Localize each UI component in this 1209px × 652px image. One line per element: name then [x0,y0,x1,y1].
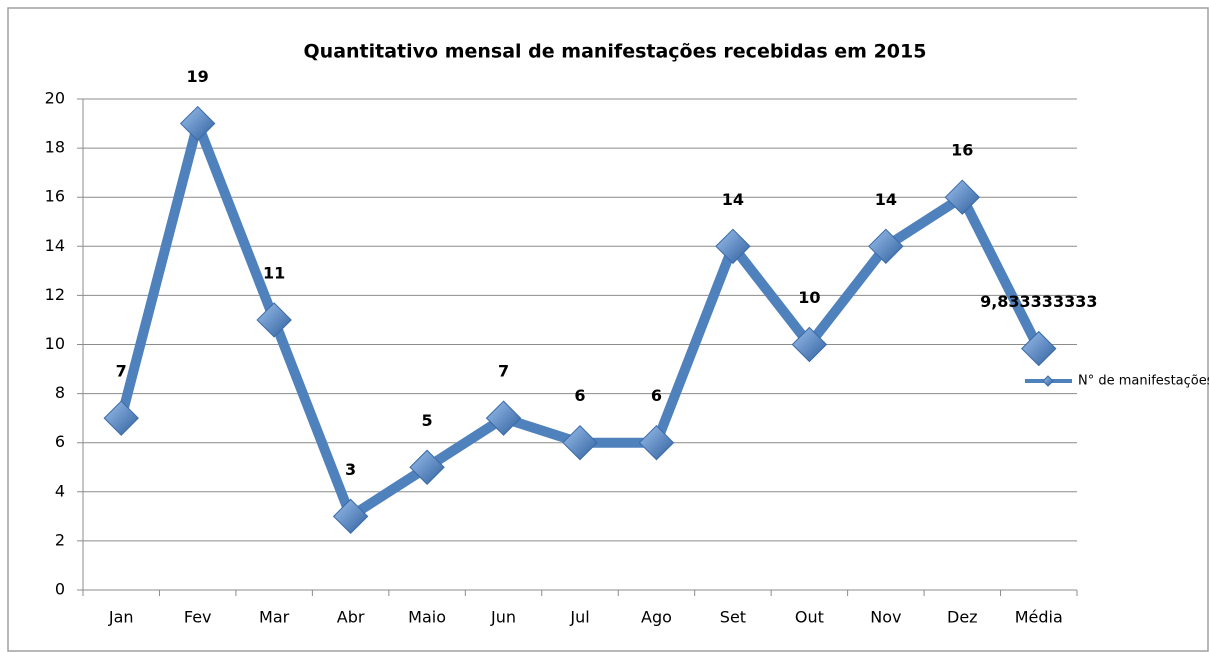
x-tick-label: Abr [337,608,365,627]
data-label: 7 [498,362,509,381]
y-tick-label: 6 [55,432,65,451]
x-tick-label: Fev [184,608,212,627]
chart-title: Quantitativo mensal de manifestações rec… [304,41,927,63]
data-label: 16 [951,141,973,160]
y-tick-label: 12 [45,285,65,304]
marker [791,326,828,363]
data-label: 3 [345,460,356,479]
marker [944,179,981,215]
marker [868,228,904,265]
data-label: 6 [651,386,662,405]
marker [1021,330,1057,367]
y-tick-label: 0 [55,580,65,599]
data-label: 11 [263,263,285,282]
marker [485,400,522,436]
y-tick-label: 16 [45,187,65,206]
x-tick-label: Dez [947,608,978,627]
marker [256,302,292,338]
data-label: 9,833333333 [980,292,1097,311]
y-tick-label: 2 [55,530,65,549]
data-label: 5 [422,411,433,430]
marker [409,449,445,485]
chart-border [7,7,1209,652]
legend-marker [1042,375,1054,387]
y-tick-label: 20 [45,89,65,108]
x-tick-label: Maio [408,608,446,627]
x-tick-label: Ago [641,608,672,627]
data-label: 10 [798,288,820,307]
marker [638,424,675,461]
data-label: 14 [722,190,744,209]
marker [103,400,139,436]
data-label: 6 [574,386,585,405]
y-tick-label: 18 [45,138,65,157]
y-tick-label: 4 [55,481,65,500]
data-label: 14 [875,190,897,209]
x-tick-label: Out [795,608,824,627]
marker [562,424,598,461]
x-tick-label: Nov [870,608,901,627]
y-tick-label: 10 [45,334,65,353]
marker [179,105,216,142]
y-tick-label: 14 [45,236,65,255]
x-tick-label: Mar [259,608,290,627]
x-tick-label: Jan [108,608,134,627]
data-label: 19 [187,67,209,86]
data-label: 7 [116,362,127,381]
marker [715,228,751,265]
x-tick-label: Média [1015,608,1063,627]
x-tick-label: Jun [490,608,516,627]
y-tick-label: 8 [55,383,65,402]
x-tick-label: Jul [569,608,589,627]
marker [332,498,369,535]
legend-label: N° de manifestações [1078,374,1209,389]
x-tick-label: Set [720,608,746,627]
